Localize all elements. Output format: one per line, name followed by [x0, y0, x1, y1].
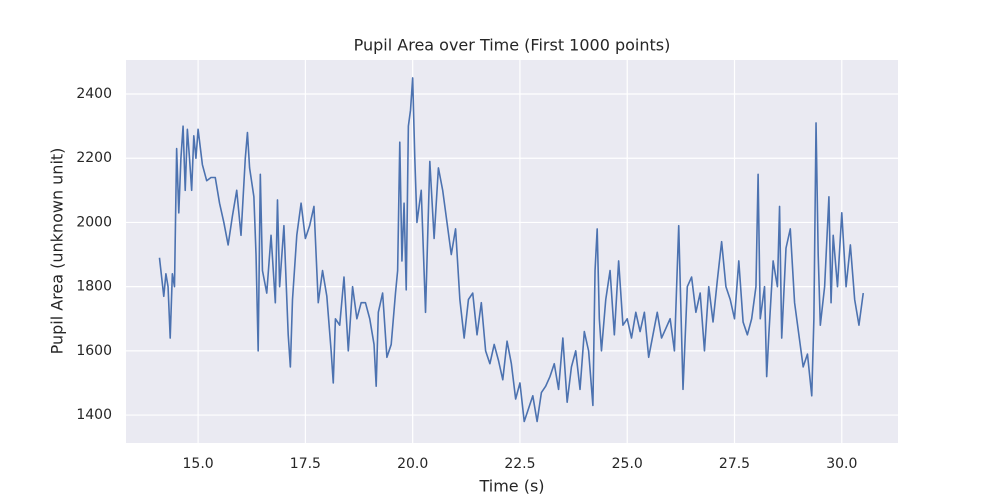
- y-tick-label: 1600: [76, 343, 112, 359]
- y-tick-label: 1800: [76, 279, 112, 295]
- data-line: [158, 77, 865, 423]
- x-tick-label: 30.0: [826, 456, 857, 472]
- x-tick-label: 15.0: [183, 456, 214, 472]
- x-tick-label: 25.0: [612, 456, 643, 472]
- y-axis-label: Pupil Area (unknown unit): [48, 148, 67, 355]
- y-tick-label: 1400: [76, 407, 112, 423]
- x-tick-label: 27.5: [719, 456, 750, 472]
- x-tick-label: 20.0: [397, 456, 428, 472]
- y-tick-label: 2400: [76, 86, 112, 102]
- plot-area: [126, 60, 898, 443]
- y-tick-label: 2000: [76, 214, 112, 230]
- x-tick-label: 22.5: [504, 456, 535, 472]
- y-tick-label: 2200: [76, 150, 112, 166]
- chart-title: Pupil Area over Time (First 1000 points): [354, 36, 671, 55]
- x-axis-label: Time (s): [478, 477, 544, 496]
- x-tick-label: 17.5: [290, 456, 321, 472]
